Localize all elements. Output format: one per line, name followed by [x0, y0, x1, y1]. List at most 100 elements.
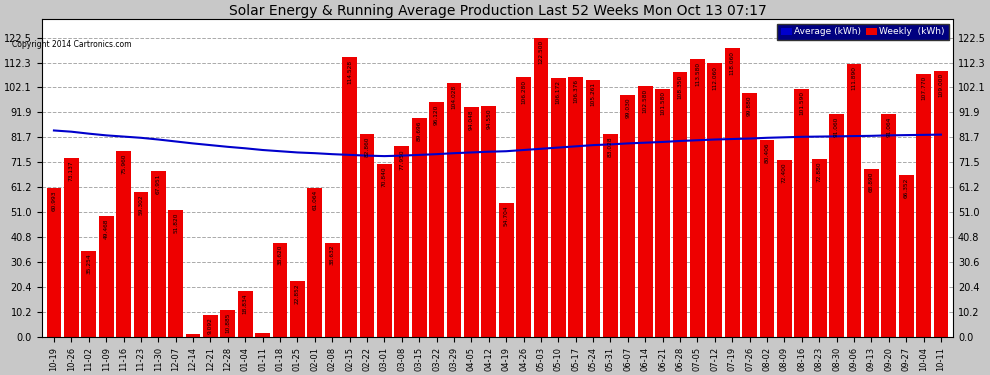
- Bar: [603, 134, 618, 337]
- Text: 118.060: 118.060: [730, 51, 735, 75]
- Text: 113.580: 113.580: [695, 62, 700, 86]
- Text: 66.352: 66.352: [904, 177, 909, 198]
- Bar: [621, 95, 636, 337]
- Bar: [568, 77, 583, 337]
- Bar: [272, 243, 287, 337]
- Bar: [412, 118, 427, 337]
- Bar: [64, 158, 79, 337]
- Bar: [550, 78, 565, 337]
- Text: 105.261: 105.261: [591, 82, 596, 106]
- Bar: [255, 333, 270, 337]
- Bar: [325, 243, 340, 337]
- Text: 67.951: 67.951: [155, 173, 160, 194]
- Text: 91.060: 91.060: [834, 117, 840, 137]
- Text: 91.064: 91.064: [886, 117, 891, 137]
- Text: 112.060: 112.060: [713, 66, 718, 90]
- Legend: Average (kWh), Weekly  (kWh): Average (kWh), Weekly (kWh): [777, 24, 948, 40]
- Bar: [377, 164, 392, 337]
- Bar: [742, 93, 757, 337]
- Text: 51.820: 51.820: [173, 213, 178, 233]
- Bar: [812, 159, 827, 337]
- Text: 106.376: 106.376: [573, 80, 578, 104]
- Text: 49.468: 49.468: [104, 219, 109, 239]
- Bar: [186, 334, 200, 337]
- Bar: [499, 203, 514, 337]
- Text: 61.064: 61.064: [312, 190, 318, 210]
- Text: 106.172: 106.172: [555, 80, 560, 104]
- Bar: [638, 86, 652, 337]
- Text: 38.620: 38.620: [277, 245, 282, 266]
- Text: 72.400: 72.400: [782, 162, 787, 183]
- Text: 9.092: 9.092: [208, 317, 213, 334]
- Text: 107.770: 107.770: [921, 76, 926, 100]
- Text: 75.960: 75.960: [121, 154, 126, 174]
- Text: 102.580: 102.580: [643, 89, 647, 113]
- Text: 68.890: 68.890: [869, 171, 874, 192]
- Text: 35.254: 35.254: [86, 253, 91, 274]
- Bar: [343, 57, 357, 337]
- Bar: [881, 114, 896, 337]
- Text: 89.696: 89.696: [417, 120, 422, 141]
- Bar: [690, 60, 705, 337]
- Text: 59.302: 59.302: [139, 195, 144, 215]
- Bar: [203, 315, 218, 337]
- Bar: [150, 171, 165, 337]
- Bar: [759, 141, 774, 337]
- Text: 77.950: 77.950: [399, 149, 404, 170]
- Text: 18.834: 18.834: [243, 293, 248, 314]
- Text: 109.000: 109.000: [939, 73, 943, 98]
- Bar: [864, 169, 879, 337]
- Text: 101.590: 101.590: [799, 91, 804, 115]
- Bar: [359, 135, 374, 337]
- Text: 10.885: 10.885: [226, 313, 231, 333]
- Bar: [655, 89, 670, 337]
- Bar: [586, 80, 601, 337]
- Text: Copyright 2014 Cartronics.com: Copyright 2014 Cartronics.com: [12, 40, 132, 49]
- Text: 80.406: 80.406: [764, 143, 769, 164]
- Bar: [430, 102, 444, 337]
- Bar: [99, 216, 114, 337]
- Bar: [899, 175, 914, 337]
- Text: 70.840: 70.840: [382, 166, 387, 187]
- Text: 101.580: 101.580: [660, 91, 665, 116]
- Bar: [777, 160, 792, 337]
- Bar: [134, 192, 148, 337]
- Text: 54.704: 54.704: [504, 206, 509, 226]
- Text: 83.028: 83.028: [608, 136, 613, 157]
- Text: 99.030: 99.030: [626, 98, 631, 118]
- Text: 106.280: 106.280: [521, 80, 526, 104]
- Bar: [221, 310, 236, 337]
- Text: 111.890: 111.890: [851, 66, 856, 90]
- Text: 38.632: 38.632: [330, 245, 335, 266]
- Bar: [516, 77, 531, 337]
- Bar: [916, 74, 931, 337]
- Text: 114.528: 114.528: [347, 60, 352, 84]
- Bar: [47, 188, 61, 337]
- Bar: [308, 188, 322, 337]
- Text: 122.500: 122.500: [539, 40, 544, 64]
- Bar: [168, 210, 183, 337]
- Bar: [290, 281, 305, 337]
- Bar: [464, 107, 479, 337]
- Bar: [238, 291, 252, 337]
- Bar: [708, 63, 723, 337]
- Bar: [934, 70, 948, 337]
- Bar: [794, 89, 809, 337]
- Text: 72.880: 72.880: [817, 161, 822, 182]
- Bar: [116, 152, 131, 337]
- Bar: [481, 106, 496, 337]
- Text: 22.852: 22.852: [295, 284, 300, 304]
- Bar: [830, 114, 843, 337]
- Bar: [846, 64, 861, 337]
- Text: 94.550: 94.550: [486, 108, 491, 129]
- Text: 60.993: 60.993: [51, 190, 56, 211]
- Text: 82.860: 82.860: [364, 137, 369, 158]
- Title: Solar Energy & Running Average Production Last 52 Weeks Mon Oct 13 07:17: Solar Energy & Running Average Productio…: [229, 4, 766, 18]
- Text: 94.048: 94.048: [469, 110, 474, 130]
- Text: 99.880: 99.880: [747, 95, 752, 116]
- Text: 73.137: 73.137: [69, 160, 74, 181]
- Text: 104.028: 104.028: [451, 85, 456, 109]
- Bar: [672, 72, 687, 337]
- Bar: [446, 83, 461, 337]
- Bar: [534, 38, 548, 337]
